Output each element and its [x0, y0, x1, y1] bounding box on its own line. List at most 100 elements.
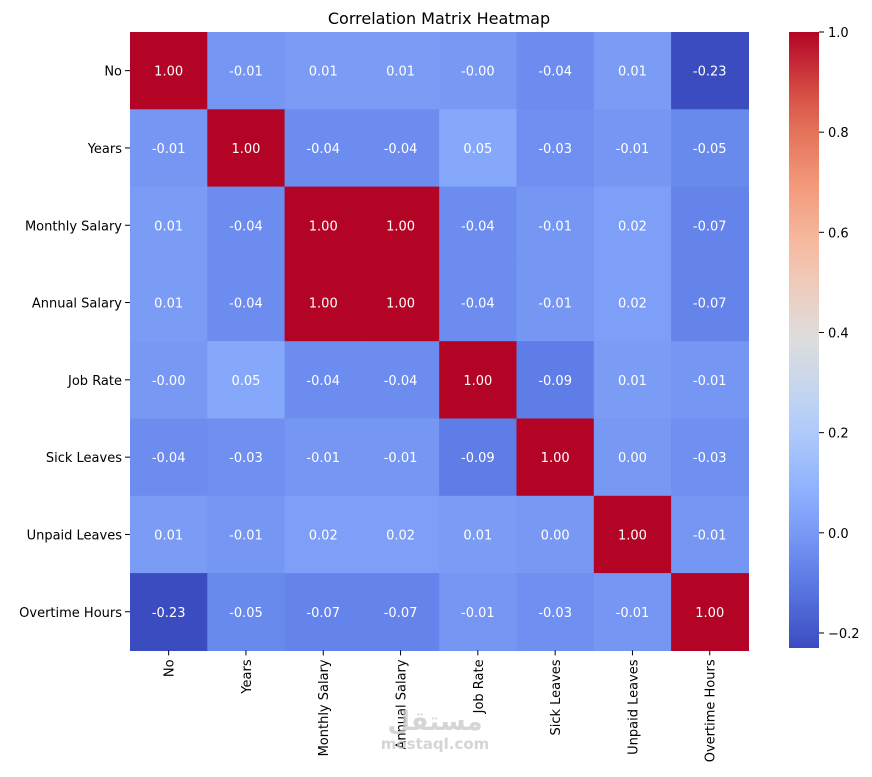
heatmap-cell [516, 573, 595, 651]
y-tick-label: Job Rate [67, 374, 122, 389]
colorbar: 1.0 0.8 0.6 0.4 0.2 0.0 −0.2 [789, 26, 860, 648]
watermark: مستقل mostaql.com [380, 708, 490, 752]
heatmap-cell [671, 109, 749, 188]
y-tick-label: Monthly Salary [25, 219, 122, 234]
cell-value-label: -0.01 [461, 606, 495, 621]
heatmap-cell [671, 418, 749, 497]
heatmap-cell [516, 418, 595, 497]
heatmap-cell [516, 495, 595, 574]
heatmap-cell [671, 32, 749, 110]
cell-value-label: 1.00 [463, 374, 492, 389]
x-tick-label: No [163, 659, 178, 677]
heatmap-cell [593, 341, 672, 420]
cell-value-label: -0.04 [152, 451, 186, 466]
watermark-logo: مستقل [387, 707, 483, 737]
heatmap-cell [361, 418, 440, 497]
cell-value-label: -0.00 [461, 65, 495, 80]
cell-value-label: -0.04 [461, 297, 495, 312]
cell-value-label: 0.01 [154, 528, 183, 543]
cell-value-label: -0.04 [229, 219, 263, 234]
cell-value-label: -0.03 [538, 142, 572, 157]
heatmap-cell [671, 186, 749, 265]
heatmap-cell [361, 573, 440, 651]
cell-value-label: 1.00 [231, 142, 260, 157]
heatmap-cell [439, 341, 518, 420]
heatmap-cell [516, 32, 595, 110]
heatmap-cell [284, 32, 363, 110]
heatmap-cell [284, 109, 363, 188]
cell-value-label: -0.04 [461, 219, 495, 234]
heatmap-cell [361, 32, 440, 110]
heatmap-cell [284, 573, 363, 651]
heatmap-cell [361, 186, 440, 265]
heatmap-cell [671, 573, 749, 651]
heatmap-cell [130, 263, 208, 342]
cell-value-label: -0.03 [693, 451, 727, 466]
colorbar-tick-label: 0.8 [828, 126, 849, 141]
heatmap-cell [593, 495, 672, 574]
heatmap-cell [361, 341, 440, 420]
heatmap-cell [593, 573, 672, 651]
cell-value-label: 0.00 [541, 528, 570, 543]
y-tick-label: Unpaid Leaves [27, 528, 123, 543]
cell-value-label: -0.01 [616, 142, 650, 157]
colorbar-tick-label: 0.6 [828, 226, 849, 241]
heatmap-cell [207, 495, 286, 574]
x-tick-label: Annual Salary [395, 659, 410, 749]
heatmap-cell [130, 418, 208, 497]
chart-title: Correlation Matrix Heatmap [328, 9, 550, 28]
cell-value-label: 0.02 [309, 528, 338, 543]
y-tick-label: Overtime Hours [19, 606, 122, 621]
y-tick-label: Annual Salary [32, 297, 122, 312]
cell-value-label: -0.04 [538, 65, 572, 80]
cell-value-label: 0.02 [618, 297, 647, 312]
y-tick-label: Sick Leaves [46, 451, 122, 466]
heatmap-cell [439, 495, 518, 574]
cell-value-label: 1.00 [309, 297, 338, 312]
heatmap-cell [671, 263, 749, 342]
cell-value-label: 1.00 [695, 606, 724, 621]
colorbar-tick-label: 1.0 [828, 26, 849, 41]
colorbar-tick-label: −0.2 [828, 627, 860, 642]
cell-value-label: -0.07 [693, 297, 727, 312]
cell-value-label: 1.00 [618, 528, 647, 543]
heatmap-cell [207, 186, 286, 265]
cell-value-label: -0.23 [152, 606, 186, 621]
heatmap-cell [516, 186, 595, 265]
cell-value-label: 1.00 [309, 219, 338, 234]
heatmap-cell [284, 186, 363, 265]
y-tick-label: Years [87, 142, 123, 157]
cell-value-label: -0.04 [229, 297, 263, 312]
cell-value-label: 1.00 [386, 297, 415, 312]
heatmap-cell [439, 32, 518, 110]
x-tick-label: Sick Leaves [549, 659, 564, 735]
heatmap-cell [516, 109, 595, 188]
heatmap-cell [593, 32, 672, 110]
cell-value-label: -0.07 [306, 606, 340, 621]
heatmap-cell [516, 263, 595, 342]
cell-value-label: 0.01 [618, 374, 647, 389]
heatmap-cell [439, 109, 518, 188]
x-axis: No Years Monthly Salary Annual Salary Job Ra… [163, 650, 719, 762]
heatmap-cell [130, 341, 208, 420]
cell-value-label: -0.01 [306, 451, 340, 466]
cell-value-label: 0.01 [386, 65, 415, 80]
heatmap-cell [593, 263, 672, 342]
y-axis: No Years Monthly Salary Annual Salary Job Ra… [19, 65, 130, 621]
heatmap-cell [130, 109, 208, 188]
x-tick-label: Years [240, 659, 255, 695]
cell-value-label: -0.03 [229, 451, 263, 466]
heatmap-cell [207, 418, 286, 497]
heatmap-cell [361, 109, 440, 188]
heatmap-cell [671, 341, 749, 420]
heatmap-cell [439, 186, 518, 265]
cell-value-label: 0.00 [618, 451, 647, 466]
heatmap-cell [284, 341, 363, 420]
x-tick-label: Unpaid Leaves [626, 659, 641, 755]
cell-value-label: -0.01 [152, 142, 186, 157]
cell-value-label: 0.05 [463, 142, 492, 157]
cell-value-label: -0.07 [693, 219, 727, 234]
cell-value-label: 0.05 [231, 374, 260, 389]
cell-value-label: 0.01 [618, 65, 647, 80]
x-tick-label: Overtime Hours [704, 659, 719, 762]
